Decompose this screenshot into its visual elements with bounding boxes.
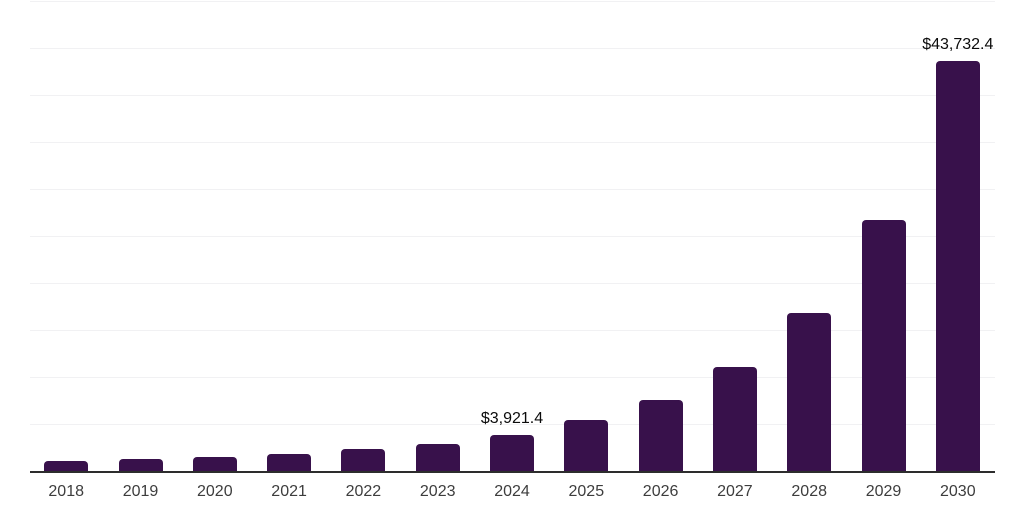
gridline	[30, 95, 995, 96]
bar-2019[interactable]	[118, 458, 163, 472]
gridline	[30, 283, 995, 284]
x-tick-label-2025: 2025	[568, 483, 605, 500]
x-tick-label-2027: 2027	[717, 483, 753, 500]
x-tick-label-2030: 2030	[940, 483, 976, 500]
x-tick-label-2018: 2018	[48, 483, 84, 500]
x-tick-label-2020: 2020	[197, 483, 233, 500]
x-tick-label-2022: 2022	[345, 483, 382, 500]
data-label-2024: $3,921.4	[480, 410, 544, 428]
gridline	[30, 1, 995, 2]
bar-2020[interactable]	[192, 457, 237, 472]
bar-2030[interactable]	[935, 60, 980, 472]
gridline	[30, 330, 995, 331]
bar-2022[interactable]	[341, 449, 386, 472]
gridline	[30, 142, 995, 143]
gridline	[30, 236, 995, 237]
x-tick-label-2029: 2029	[865, 483, 902, 500]
gridline	[30, 48, 995, 49]
data-label-2030: $43,732.4	[922, 35, 994, 53]
bar-2018[interactable]	[44, 460, 89, 472]
gridline	[30, 377, 995, 378]
bar-2024[interactable]	[490, 435, 534, 472]
bar-2023[interactable]	[415, 444, 460, 472]
plot-area: $3,921.4 $43,732.4	[30, 1, 995, 473]
bar-2028[interactable]	[787, 312, 832, 472]
gridline	[30, 424, 995, 425]
x-tick-label-2023: 2023	[419, 483, 456, 500]
x-tick-label-2026: 2026	[642, 483, 679, 500]
bar-2021[interactable]	[267, 453, 312, 472]
bar-2025[interactable]	[564, 419, 609, 472]
bar-2026[interactable]	[638, 400, 683, 472]
x-tick-label-2024: 2024	[494, 483, 530, 500]
gridline	[30, 189, 995, 190]
x-tick-label-2019: 2019	[122, 483, 159, 500]
x-tick-label-2028: 2028	[791, 483, 827, 500]
bar-2027[interactable]	[712, 367, 757, 472]
x-tick-label-2021: 2021	[271, 483, 307, 500]
bar-2029[interactable]	[861, 220, 906, 472]
x-axis-line	[30, 471, 995, 473]
